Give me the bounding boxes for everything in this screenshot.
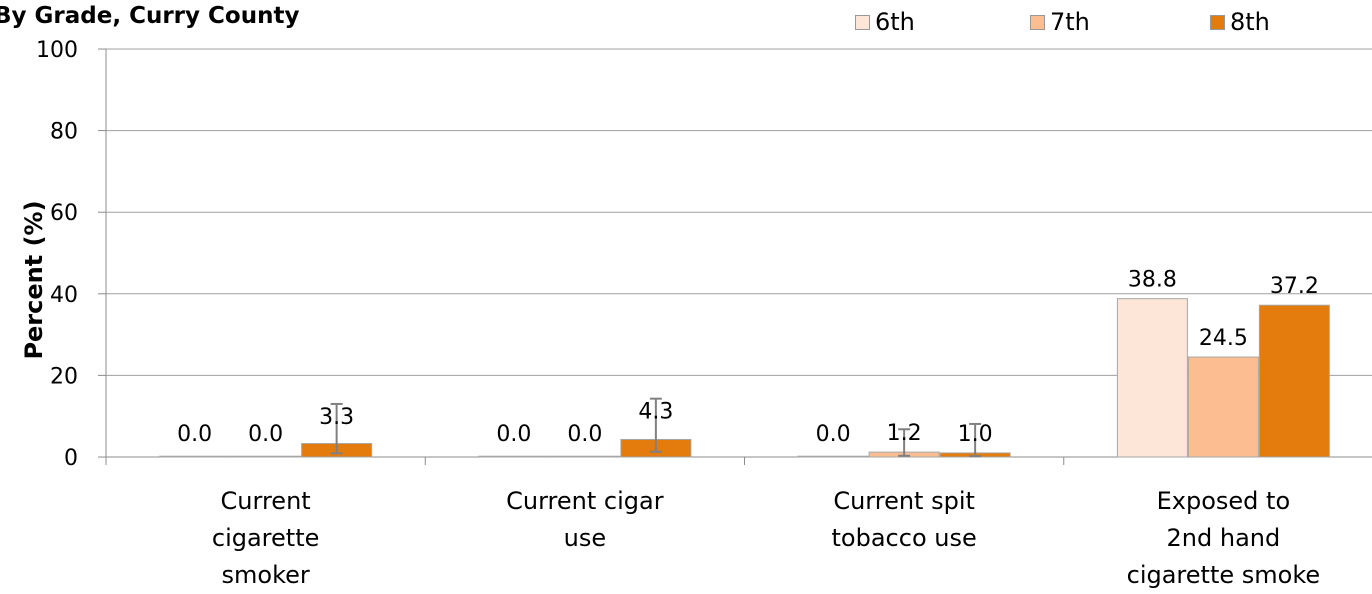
legend-item-8th: 8th — [1210, 8, 1270, 36]
data-label: 3.3 — [319, 405, 354, 430]
data-label: 0.0 — [567, 422, 602, 447]
legend: 6th 7th 8th — [0, 8, 1372, 38]
legend-item-6th: 6th — [855, 8, 915, 36]
bar — [478, 455, 550, 458]
bar — [230, 455, 302, 458]
chart-title: By Grade, Curry County — [0, 3, 300, 29]
category-label-line: Current cigar — [506, 487, 664, 515]
legend-swatch-8th — [1210, 14, 1225, 30]
bar — [549, 455, 621, 458]
legend-swatch-7th — [1030, 14, 1045, 30]
data-label: 0.0 — [816, 422, 851, 447]
category-label-line: Exposed to — [1156, 487, 1291, 515]
y-tick-label: 60 — [50, 201, 78, 226]
data-label: 4.3 — [638, 400, 673, 425]
data-label: 24.5 — [1199, 326, 1248, 351]
category-label-line: use — [563, 524, 607, 552]
category-label-line: cigarette smoke — [1126, 561, 1321, 589]
y-tick-label: 80 — [50, 120, 78, 145]
category-label: Current spit tobacco use — [774, 483, 1034, 557]
data-label: 38.8 — [1128, 268, 1177, 293]
data-label: 1.0 — [958, 422, 993, 447]
data-label: 0.0 — [248, 422, 283, 447]
legend-label-6th: 6th — [875, 8, 915, 36]
y-tick-label: 100 — [36, 38, 78, 63]
data-label: 0.0 — [177, 422, 212, 447]
y-tick-label: 40 — [50, 283, 78, 308]
y-tick-label: 0 — [64, 446, 78, 471]
legend-label-8th: 8th — [1230, 8, 1270, 36]
category-label-line: Current — [220, 487, 311, 515]
category-label: Exposed to 2nd hand cigarette smoke — [1093, 483, 1353, 594]
bar — [1116, 298, 1188, 458]
data-label: 0.0 — [496, 422, 531, 447]
category-label-line: cigarette — [211, 524, 320, 552]
category-label-line: tobacco use — [831, 524, 977, 552]
legend-item-7th: 7th — [1030, 8, 1090, 36]
category-label-line: smoker — [221, 561, 310, 589]
category-label: Current cigarette smoker — [136, 483, 396, 594]
category-label: Current cigar use — [455, 483, 715, 557]
bar — [1187, 356, 1259, 458]
y-tick-label: 20 — [50, 364, 78, 389]
legend-label-7th: 7th — [1050, 8, 1090, 36]
bar — [1258, 304, 1330, 458]
legend-swatch-6th — [855, 14, 870, 30]
category-label-line: 2nd hand — [1166, 524, 1281, 552]
bar — [797, 455, 869, 458]
bar — [159, 455, 231, 458]
data-label: 37.2 — [1270, 274, 1319, 299]
category-label-line: Current spit — [833, 487, 975, 515]
data-label: 1.2 — [887, 421, 922, 446]
